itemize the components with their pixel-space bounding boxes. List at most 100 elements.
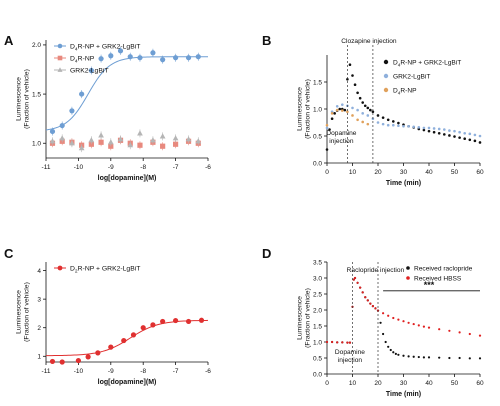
data-point (402, 354, 405, 357)
x-tick-label: -11 (42, 368, 51, 375)
x-tick-label: -11 (42, 164, 51, 171)
series-2 (49, 129, 202, 153)
data-point (427, 326, 431, 329)
data-point (381, 116, 385, 119)
data-point (386, 118, 390, 122)
data-point (343, 108, 347, 112)
data-point (108, 53, 114, 59)
panel-letter-c: C (4, 246, 14, 261)
x-axis-label: log[dopamine](M) (98, 175, 157, 182)
x-tick-label: -6 (205, 164, 211, 171)
legend-marker (57, 265, 63, 271)
data-point (478, 134, 482, 138)
x-tick-label: -8 (140, 164, 146, 171)
data-point (336, 341, 339, 344)
data-point (172, 135, 179, 141)
data-point (325, 123, 329, 127)
data-point (376, 114, 380, 117)
data-point (356, 118, 359, 122)
data-point (173, 55, 179, 61)
data-point (397, 353, 400, 356)
y-axis-label-line: (Fraction of vehicle) (305, 79, 312, 139)
data-point (376, 121, 380, 124)
x-tick-label: -9 (108, 164, 114, 171)
data-point (98, 56, 104, 62)
data-point (432, 127, 436, 130)
legend-marker (406, 266, 410, 270)
x-axis-label: Time (min) (386, 391, 421, 398)
data-point (422, 356, 425, 359)
panel-d-chart: 0 10 20 30 40 50 60 0.0 0.5 1.0 1.5 2.0 2.5 3.0 3.5 Tim… (297, 259, 484, 398)
x-axis-label: Time (min) (386, 180, 421, 187)
panel-letter-a: A (4, 33, 14, 48)
legend-marker (383, 73, 389, 79)
data-point (88, 137, 95, 143)
data-point (160, 57, 166, 63)
legend-label: D4R-NP (70, 55, 95, 64)
data-point (387, 314, 390, 317)
y-tick-label: 0.5 (313, 133, 322, 140)
data-point (361, 120, 365, 124)
data-point (185, 136, 192, 142)
data-point (75, 357, 81, 364)
legend-label: GRK2-LgBiT (70, 67, 109, 74)
data-point (127, 142, 134, 148)
data-point (351, 114, 354, 117)
y-tick-label: 4 (37, 268, 41, 275)
y-axis-label-line: Luminescence (297, 87, 304, 131)
data-point (468, 357, 471, 360)
legend-marker (57, 43, 63, 49)
y-tick-label: 0.5 (313, 355, 322, 362)
legend-label-subscript: 4 (398, 90, 401, 96)
x-tick-label: -7 (173, 164, 179, 171)
data-point (427, 356, 431, 359)
data-point (432, 130, 436, 134)
data-point (384, 340, 387, 344)
data-point (468, 332, 471, 336)
data-point (478, 357, 482, 360)
legend-marker (383, 59, 389, 65)
data-point (407, 321, 410, 324)
annotation-line: injection (329, 138, 354, 145)
x-tick-label: -7 (173, 368, 179, 375)
data-point (392, 351, 395, 354)
data-point (361, 291, 364, 294)
data-point (325, 340, 329, 344)
data-point (330, 112, 334, 115)
annotation-clozapine: Clozapine injection (341, 38, 397, 45)
y-tick-label: 3.0 (313, 275, 322, 282)
x-tick-label: 40 (425, 380, 433, 387)
data-point (438, 328, 441, 331)
data-point (160, 318, 166, 325)
annotation-line: Dopamine (335, 349, 365, 356)
panel-a-chart: -11 -10 -9 -8 -7 -6 1.0 1.5 2.0 log[dopamine](M) L… (16, 40, 211, 182)
annotation-line: Dopamine (326, 130, 356, 137)
panel-b-chart: 0 10 20 30 40 50 60 0.0 0.5 1.0 1.5 Time (min) Lumin… (297, 38, 484, 187)
legend-label-subscript: 2 (75, 269, 78, 275)
x-tick-label: -9 (108, 368, 114, 375)
data-point (381, 122, 385, 126)
data-point (140, 325, 146, 331)
data-point (382, 312, 385, 315)
data-point (352, 278, 355, 281)
data-point (59, 135, 66, 141)
series-0 (45, 317, 209, 365)
data-point (341, 109, 344, 112)
data-point (346, 78, 349, 81)
x-tick-label: 20 (374, 169, 382, 176)
y-axis-label: Luminescence(Fraction of vehicle) (16, 69, 31, 129)
y-tick-label: 1.5 (313, 79, 322, 86)
data-point (437, 127, 441, 131)
data-point (173, 317, 179, 324)
data-point (392, 123, 395, 127)
data-point (150, 322, 156, 328)
data-point (333, 112, 336, 115)
legend: Received raclopride Received HBSS (406, 265, 473, 282)
y-tick-label: 2.0 (32, 42, 41, 49)
y-tick-label: 1.5 (313, 323, 322, 330)
y-axis-label-line: (Fraction of vehicle) (24, 69, 31, 129)
data-point (417, 324, 420, 327)
legend-label-subscript: 4 (75, 46, 78, 52)
legend-label-subscript: 4 (398, 62, 401, 68)
